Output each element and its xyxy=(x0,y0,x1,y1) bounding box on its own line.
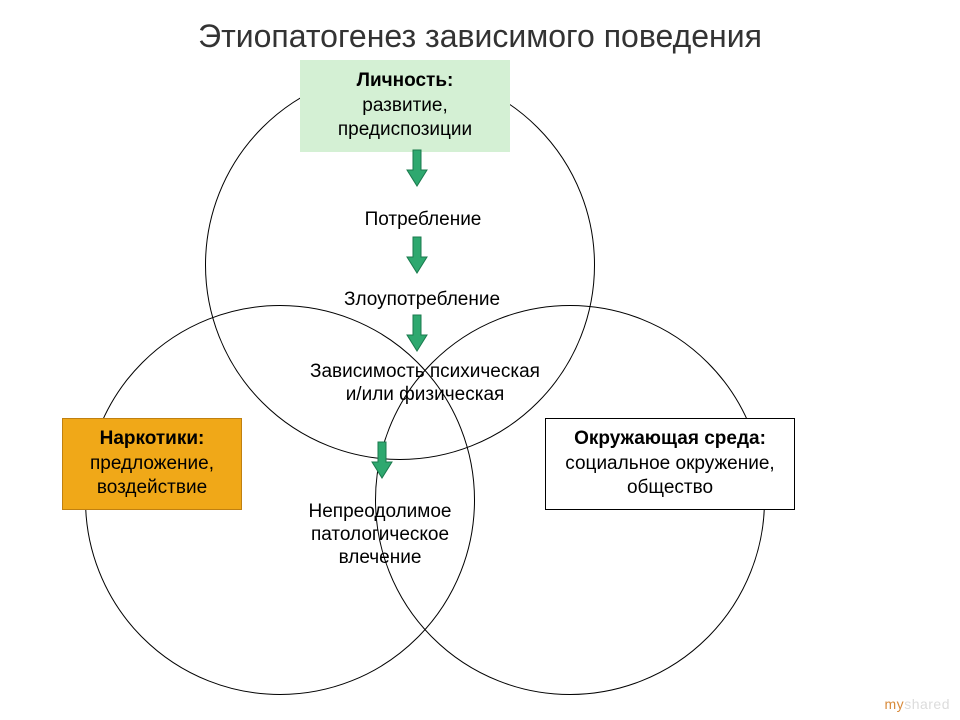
box-personality-title: Личность: xyxy=(313,69,497,94)
box-environment: Окружающая среда: социальное окружение, … xyxy=(545,418,795,510)
watermark-shared: shared xyxy=(904,696,950,712)
stage-dependence-a: Зависимость психическая xyxy=(290,360,560,384)
box-drugs-title: Наркотики: xyxy=(75,427,229,452)
box-personality-line1: развитие, xyxy=(313,94,497,119)
box-drugs: Наркотики: предложение, воздействие xyxy=(62,418,242,510)
arrow-down-icon xyxy=(405,148,429,188)
stage-compulsion-c: влечение xyxy=(280,546,480,570)
stage-compulsion-a: Непреодолимое xyxy=(280,500,480,524)
stage-abuse: Злоупотребление xyxy=(322,288,522,312)
arrow-down-icon xyxy=(405,235,429,275)
box-drugs-line2: воздействие xyxy=(75,476,229,501)
arrow-down-icon xyxy=(370,440,394,480)
box-environment-line2: общество xyxy=(558,476,782,501)
box-drugs-line1: предложение, xyxy=(75,452,229,477)
watermark-my: my xyxy=(885,696,905,712)
box-environment-title: Окружающая среда: xyxy=(558,427,782,452)
box-personality: Личность: развитие, предиспозиции xyxy=(300,60,510,152)
box-personality-line2: предиспозиции xyxy=(313,118,497,143)
stage-consumption: Потребление xyxy=(343,208,503,232)
page-title: Этиопатогенез зависимого поведения xyxy=(0,18,960,55)
stage-compulsion-b: патологическое xyxy=(280,523,480,547)
box-environment-line1: социальное окружение, xyxy=(558,452,782,477)
watermark: myshared xyxy=(885,696,950,712)
stage-dependence-b: и/или физическая xyxy=(290,383,560,407)
arrow-down-icon xyxy=(405,313,429,353)
